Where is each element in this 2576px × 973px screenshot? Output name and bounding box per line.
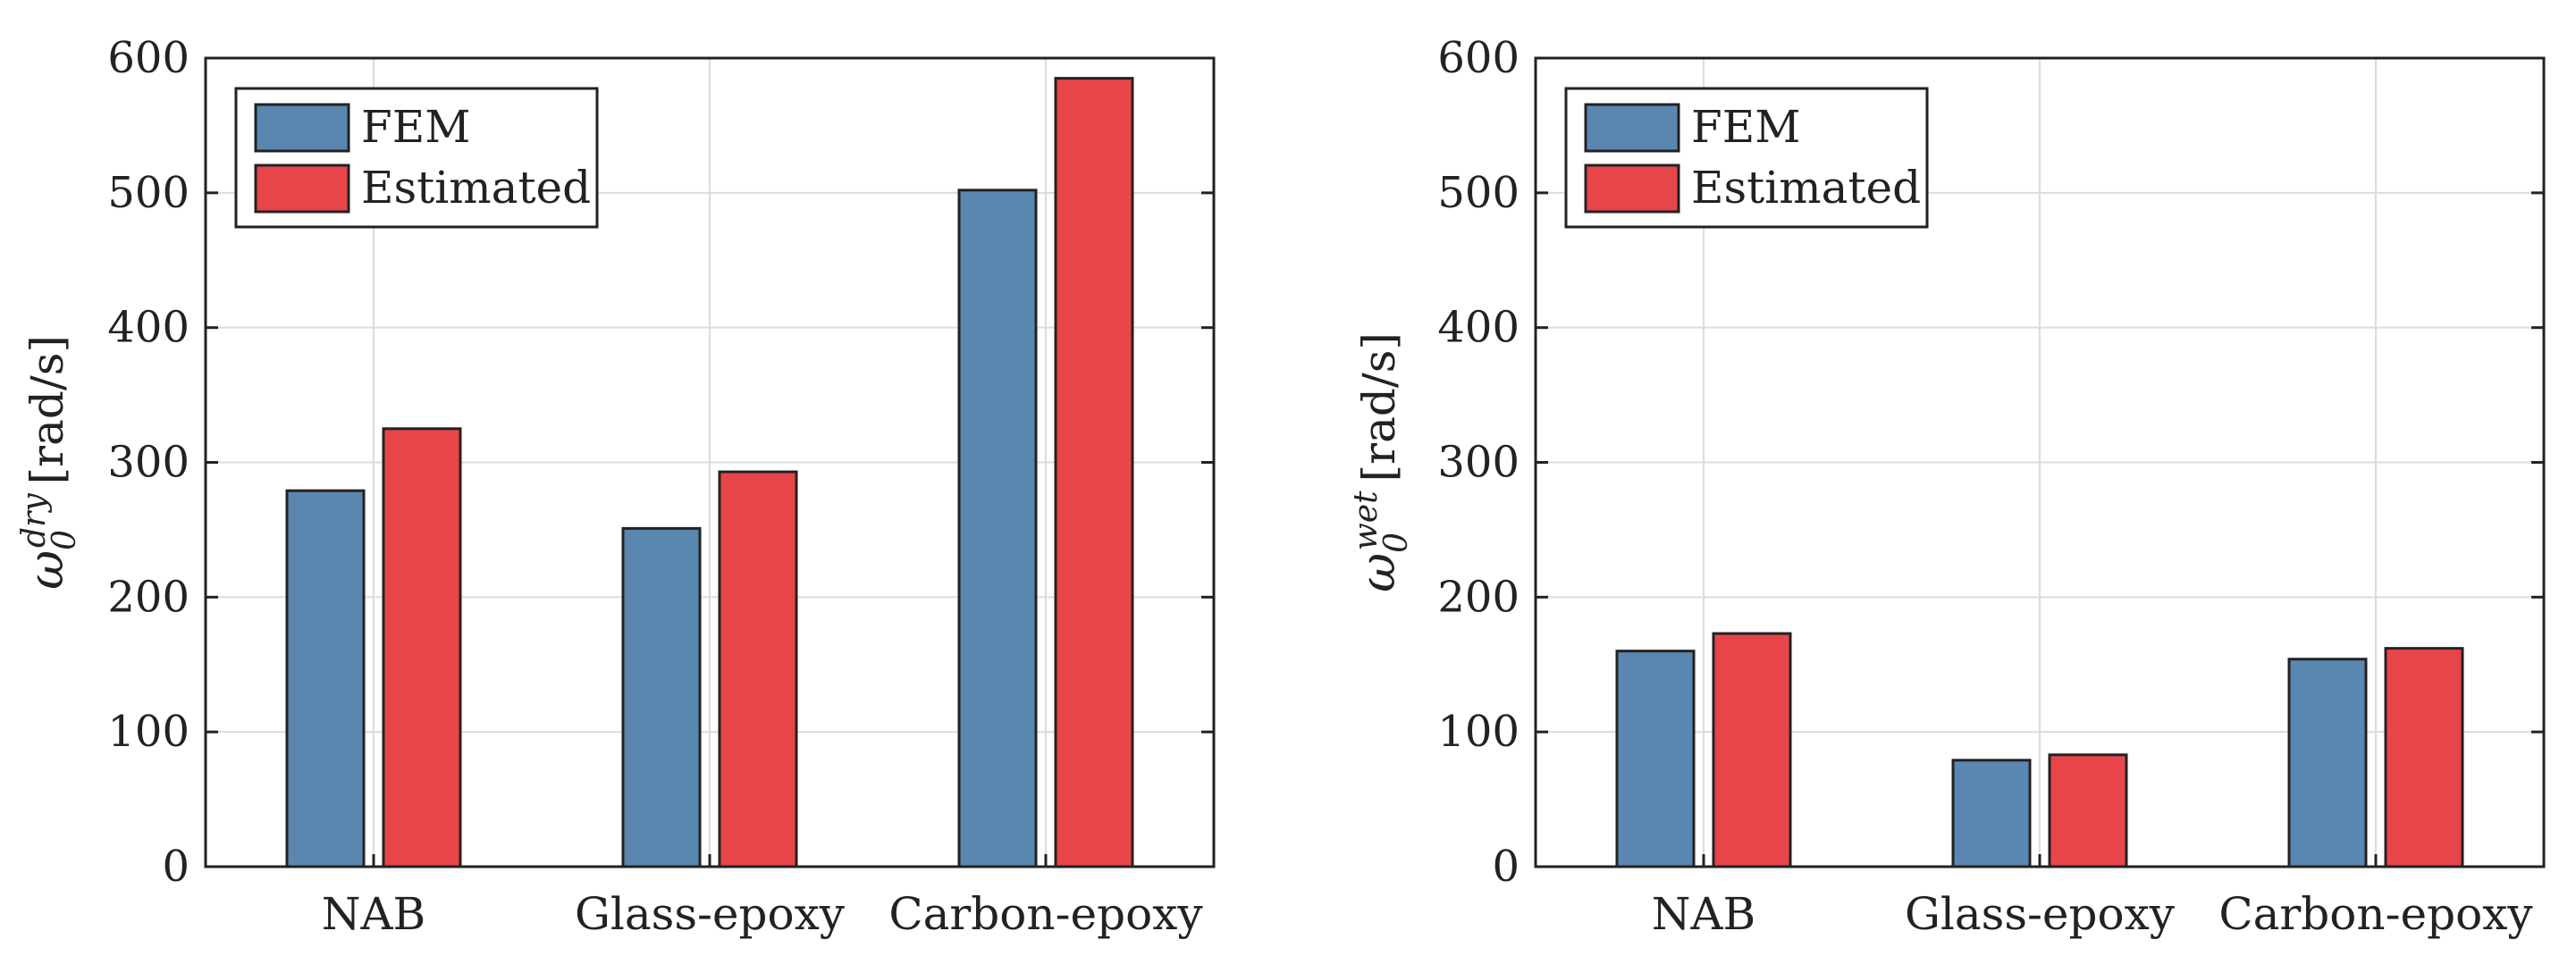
x-category-label: NAB: [1652, 888, 1756, 940]
bar-fem-glass-epoxy: [621, 526, 702, 868]
bar-fem-glass-epoxy: [1951, 759, 2032, 868]
bar-estimated-nab: [1712, 632, 1792, 868]
y-tick-label: 600: [107, 33, 189, 83]
bar-estimated-nab: [382, 427, 462, 868]
bar-estimated-glass-epoxy: [2048, 753, 2128, 868]
y-tick-label: 200: [107, 572, 189, 622]
x-category-label: NAB: [322, 888, 426, 940]
y-axis-label: ω0dry[rad/s]: [16, 335, 83, 590]
y-tick-label: 300: [1437, 438, 1520, 488]
y-tick-label: 200: [1437, 572, 1520, 622]
legend-label-fem: FEM: [1691, 101, 1800, 153]
chart-panel-2: 0 100 200 300 400 500 600 NAB Glass-epoxy Carbon-…: [1348, 33, 2546, 940]
y-tick-label: 600: [1437, 33, 1520, 83]
legend: FEM Estimated: [1564, 87, 1929, 229]
bar-fem-carbon-epoxy: [957, 189, 1038, 868]
legend-swatch-fem: [1584, 103, 1680, 153]
y-tick-label: 100: [1437, 707, 1520, 757]
legend-label-estimated: Estimated: [361, 162, 591, 214]
bar-fem-nab: [1615, 650, 1696, 868]
legend-swatch-estimated: [1584, 164, 1680, 214]
x-category-label: Glass-epoxy: [1905, 888, 2176, 940]
chart-panel-1: 0 100 200 300 400 500 600 NAB Glass-epoxy Carbon-…: [16, 33, 1216, 940]
bar-fem-carbon-epoxy: [2287, 658, 2368, 868]
bar-estimated-carbon-epoxy: [2384, 647, 2464, 868]
x-category-label: Glass-epoxy: [575, 888, 846, 940]
y-tick-label: 500: [107, 168, 189, 218]
y-tick-label: 0: [162, 842, 189, 892]
legend: FEM Estimated: [234, 87, 599, 229]
x-category-label: Carbon-epoxy: [2218, 888, 2533, 940]
y-tick-label: 0: [1492, 842, 1520, 892]
y-tick-label: 400: [1437, 303, 1520, 353]
legend-swatch-estimated: [254, 164, 350, 214]
y-tick-label: 300: [107, 438, 189, 488]
bar-estimated-glass-epoxy: [718, 470, 798, 868]
legend-label-fem: FEM: [361, 101, 470, 153]
bar-estimated-carbon-epoxy: [1054, 77, 1134, 868]
bar-fem-nab: [285, 489, 366, 868]
y-tick-label: 100: [107, 707, 189, 757]
y-tick-label: 400: [107, 303, 189, 353]
legend-label-estimated: Estimated: [1691, 162, 1921, 214]
x-category-label: Carbon-epoxy: [888, 888, 1203, 940]
y-axis-label: ω0wet[rad/s]: [1348, 332, 1415, 592]
legend-swatch-fem: [254, 103, 350, 153]
y-tick-label: 500: [1437, 168, 1520, 218]
